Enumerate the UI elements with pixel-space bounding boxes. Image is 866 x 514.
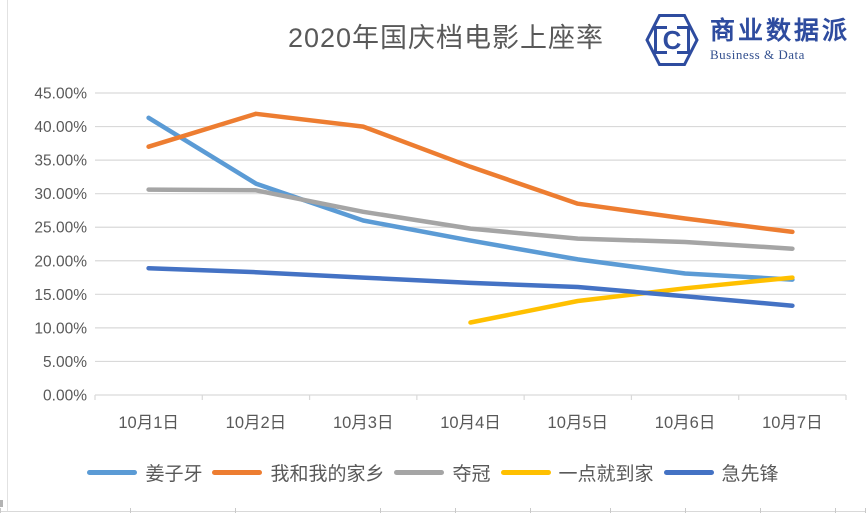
legend-label: 急先锋 xyxy=(721,464,779,485)
brand-name-cn: 商业数据派 xyxy=(709,17,850,45)
legend-swatch xyxy=(663,470,714,475)
spreadsheet-cell-tick xyxy=(760,508,761,513)
x-axis-tick-label: 10月4日 xyxy=(440,414,501,432)
legend-swatch xyxy=(212,470,263,475)
spreadsheet-cell-tick xyxy=(235,508,236,513)
brand-name-en: Business & Data xyxy=(709,47,805,62)
hexagon-c-logo-icon: C xyxy=(645,14,699,66)
legend-item: 夺冠 xyxy=(394,459,491,486)
y-axis-tick-label: 35.00% xyxy=(34,153,87,170)
chart-title: 2020年国庆档电影上座率 xyxy=(287,23,605,53)
x-axis-tick-label: 10月1日 xyxy=(118,414,179,432)
x-axis-tick-label: 10月2日 xyxy=(226,414,287,432)
x-axis-tick-label: 10月6日 xyxy=(655,414,716,432)
legend-item: 急先锋 xyxy=(663,459,779,486)
x-axis-tick-label: 10月5日 xyxy=(548,414,609,432)
spreadsheet-cell-tick xyxy=(610,508,611,513)
x-axis-tick-label: 10月7日 xyxy=(762,414,823,432)
legend-label: 姜子牙 xyxy=(145,464,203,485)
spreadsheet-gridline-bottom xyxy=(0,511,866,512)
spreadsheet-cell-tick xyxy=(530,508,531,513)
spreadsheet-cell-tick xyxy=(0,508,1,513)
svg-text:C: C xyxy=(663,25,682,55)
legend-swatch xyxy=(394,470,445,475)
legend-item: 我和我的家乡 xyxy=(212,459,384,486)
y-axis-tick-label: 5.00% xyxy=(43,354,87,371)
legend-label: 一点就到家 xyxy=(558,464,654,485)
spreadsheet-cell-tick xyxy=(455,508,456,513)
series-line-夺冠 xyxy=(146,187,795,251)
y-axis-tick-label: 30.00% xyxy=(34,186,87,203)
legend-item: 姜子牙 xyxy=(87,459,202,486)
legend-item: 一点就到家 xyxy=(500,459,654,486)
brand-logo: C 商业数据派 Business & Data xyxy=(644,12,850,68)
chart-legend: 姜子牙 我和我的家乡 夺冠 一点就到家 急先锋 xyxy=(0,459,866,486)
brand-logo-text: 商业数据派 Business & Data xyxy=(710,17,850,63)
spreadsheet-cell-tick xyxy=(130,508,131,513)
series-line-一点就到家 xyxy=(468,275,795,325)
y-axis-tick-label: 25.00% xyxy=(34,220,87,237)
legend-swatch xyxy=(87,470,138,475)
spreadsheet-corner-mark xyxy=(0,500,3,507)
y-axis-tick-label: 20.00% xyxy=(34,253,87,270)
series-line-姜子牙 xyxy=(146,115,795,282)
y-axis-tick-label: 10.00% xyxy=(34,320,87,337)
legend-swatch xyxy=(500,470,551,475)
legend-label: 夺冠 xyxy=(452,464,491,485)
legend-label: 我和我的家乡 xyxy=(270,464,385,485)
x-axis-tick-label: 10月3日 xyxy=(333,414,394,432)
y-axis-tick-label: 45.00% xyxy=(34,86,87,103)
y-axis-tick-label: 15.00% xyxy=(34,287,87,304)
y-axis-tick-label: 40.00% xyxy=(34,119,87,136)
spreadsheet-gridline-vertical xyxy=(7,0,8,511)
y-axis-tick-label: 0.00% xyxy=(43,388,87,405)
spreadsheet-cell-tick xyxy=(835,508,836,513)
spreadsheet-cell-tick xyxy=(685,508,686,513)
series-line-我和我的家乡 xyxy=(146,111,795,235)
series-line-急先锋 xyxy=(146,265,795,308)
spreadsheet-cell-tick xyxy=(380,508,381,513)
